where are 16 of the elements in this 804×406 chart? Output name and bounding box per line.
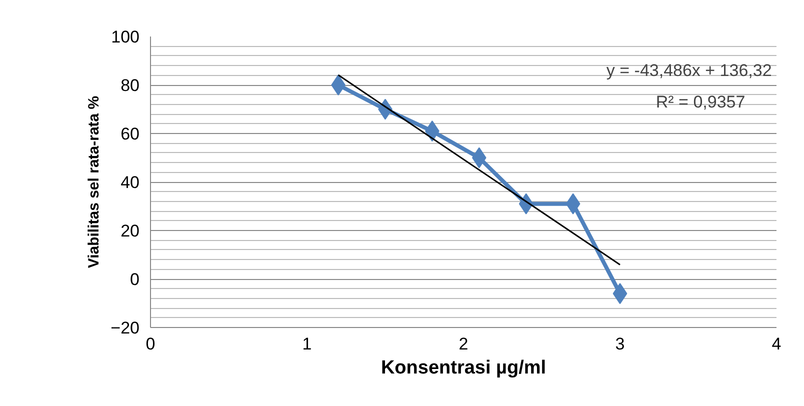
x-tick-label: 0: [146, 334, 156, 354]
annotation: y = -43,486x + 136,32: [606, 60, 772, 80]
y-tick-label: 20: [120, 222, 140, 240]
x-tick-label: 4: [772, 334, 782, 354]
x-tick-label: 2: [458, 334, 468, 354]
y-tick-label: 40: [120, 173, 140, 192]
x-tick-label: 1: [302, 334, 312, 354]
y-tick-label: 80: [120, 76, 140, 95]
y-tick-label: 100: [111, 28, 140, 46]
annotation: R² = 0,9357: [656, 92, 746, 112]
y-tick-label: −20: [110, 318, 140, 338]
y-tick-label: 60: [120, 124, 140, 144]
y-tick-label: 0: [130, 270, 140, 289]
x-tick-label: 3: [615, 334, 625, 354]
x-axis-title: Konsentrasi µg/ml: [380, 358, 546, 378]
y-axis-title: Viabilitas sel rata-rata %: [86, 96, 103, 268]
